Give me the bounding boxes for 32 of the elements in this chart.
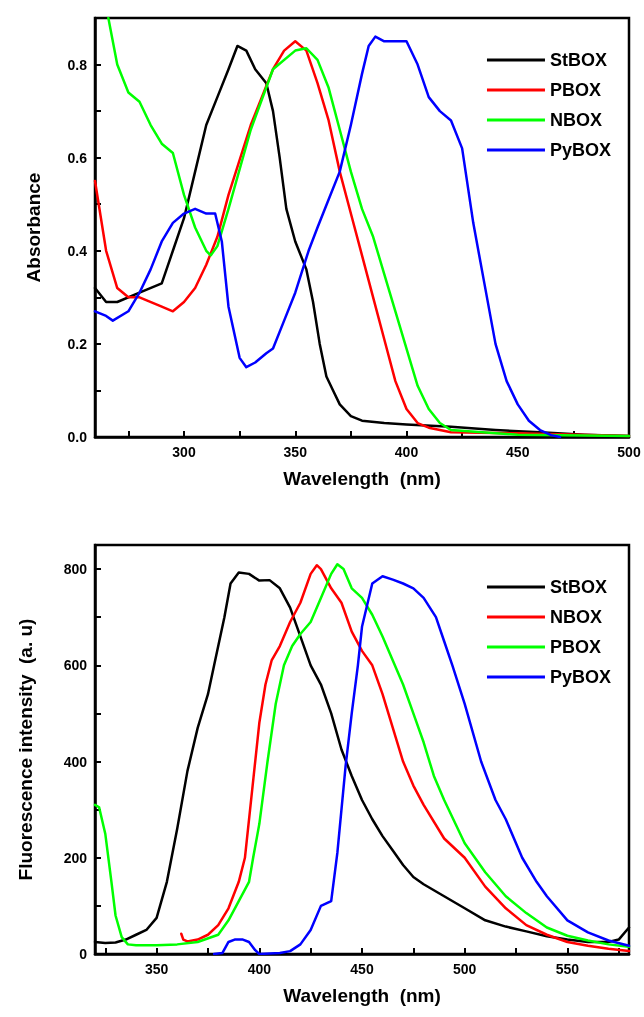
x-tick-label: 350	[144, 961, 169, 977]
x-tick-label: 350	[283, 444, 308, 460]
x-tick-label: 400	[247, 961, 272, 977]
y-tick-label: 0.2	[67, 335, 88, 352]
y-tick-label: 0.8	[67, 56, 88, 73]
x-tick-label: 300	[172, 444, 196, 460]
x-tick-label: 400	[394, 444, 419, 460]
y-tick-label: 0.4	[67, 242, 88, 259]
y-tick-label: 800	[63, 561, 88, 578]
y-axis-title: Fluorescence intensity (a. u)	[15, 618, 36, 881]
legend-label: PBOX	[549, 80, 601, 100]
legend-label: StBOX	[549, 577, 607, 597]
x-axis-title: Wavelength (nm)	[283, 985, 441, 1006]
x-tick-label: 500	[453, 961, 477, 977]
legend-label: NBOX	[549, 607, 602, 627]
legend-label: PyBOX	[549, 667, 612, 687]
y-tick-label: 0	[79, 946, 88, 962]
legend-label: PyBOX	[549, 140, 612, 160]
y-tick-label: 400	[63, 753, 88, 770]
y-tick-label: 200	[63, 849, 88, 866]
legend-label: StBOX	[549, 50, 607, 70]
y-tick-label: 600	[63, 657, 88, 674]
legend-label: NBOX	[549, 110, 602, 130]
y-axis-title: Absorbance	[23, 172, 44, 283]
x-tick-label: 550	[555, 961, 580, 977]
x-axis-title: Wavelength (nm)	[283, 468, 441, 489]
legend-label: PBOX	[549, 637, 601, 657]
x-tick-label: 450	[350, 961, 374, 977]
x-tick-label: 500	[617, 444, 641, 460]
y-tick-label: 0.0	[67, 429, 88, 445]
x-tick-label: 450	[506, 444, 530, 460]
y-tick-label: 0.6	[67, 149, 88, 166]
